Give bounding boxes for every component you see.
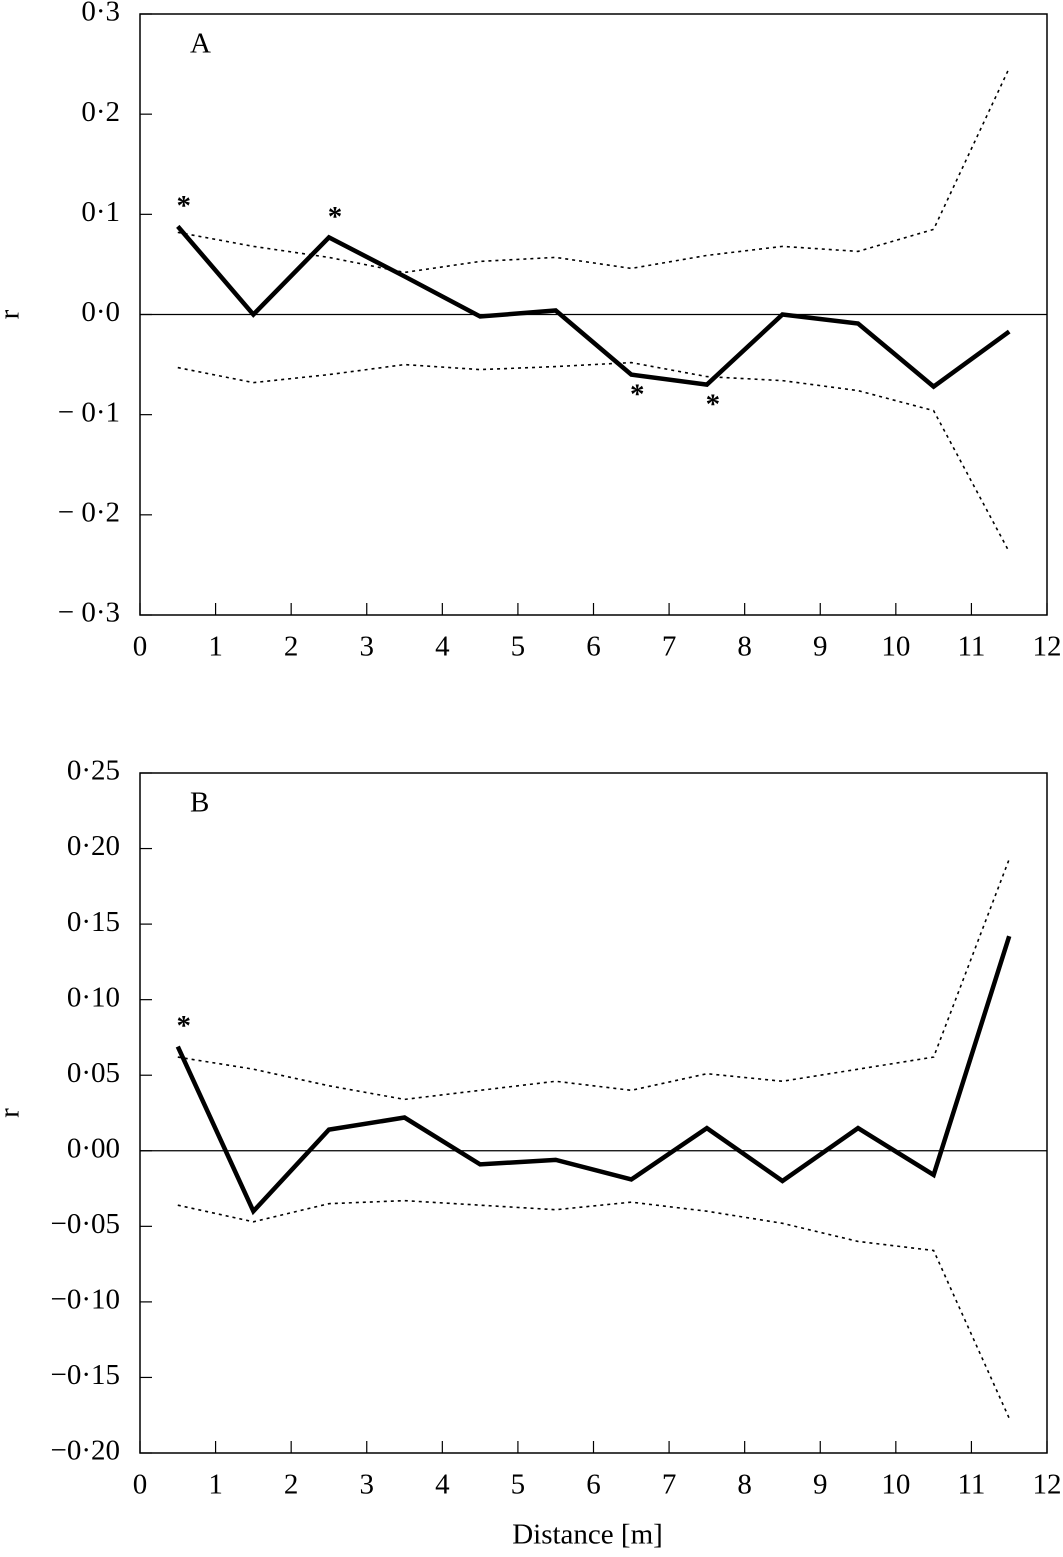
- x-axis-label: Distance [m]: [512, 1519, 663, 1551]
- x-tick-label: 9: [813, 1469, 828, 1501]
- data-line: [175, 935, 1012, 1216]
- panel-label: B: [190, 787, 209, 819]
- envelope-line: [177, 1199, 1010, 1419]
- y-tick-label: 0·05: [67, 1057, 120, 1089]
- y-axis-label: r: [0, 1108, 26, 1118]
- y-tick-label: − 0·2: [58, 496, 120, 528]
- x-tick-label: 2: [284, 631, 299, 663]
- x-tick-label: 12: [1033, 1469, 1062, 1501]
- x-tick-label: 5: [511, 631, 526, 663]
- x-tick-label: 12: [1033, 631, 1062, 663]
- y-tick-label: 0·0: [81, 296, 120, 328]
- x-tick-label: 2: [284, 1469, 299, 1501]
- y-tick-label: −0·05: [50, 1208, 120, 1240]
- x-tick-label: 4: [435, 1469, 450, 1501]
- y-tick-label: −0·20: [50, 1435, 120, 1467]
- x-tick-label: 8: [737, 1469, 752, 1501]
- x-tick-label: 5: [511, 1469, 526, 1501]
- significance-marker: *: [706, 388, 721, 420]
- envelope-line: [177, 67, 1010, 274]
- x-tick-label: 7: [662, 631, 677, 663]
- x-tick-label: 3: [360, 1469, 375, 1501]
- significance-marker: *: [177, 190, 192, 222]
- data-line: [176, 224, 1011, 390]
- y-tick-label: 0·00: [67, 1132, 120, 1164]
- panel-label: A: [190, 28, 211, 60]
- y-tick-label: 0·25: [67, 755, 120, 787]
- x-tick-label: 6: [586, 631, 601, 663]
- x-tick-label: 11: [957, 1469, 985, 1501]
- x-tick-label: 1: [208, 631, 223, 663]
- x-tick-label: 7: [662, 1469, 677, 1501]
- envelope-line: [177, 361, 1010, 553]
- x-tick-label: 0: [133, 631, 148, 663]
- x-tick-label: 3: [360, 631, 375, 663]
- envelope-line: [177, 858, 1010, 1101]
- y-tick-label: 0·15: [67, 906, 120, 938]
- x-tick-label: 10: [881, 631, 910, 663]
- significance-marker: *: [630, 378, 645, 410]
- y-tick-label: − 0·3: [58, 597, 120, 629]
- y-tick-label: 0·10: [67, 981, 120, 1013]
- plot-frame: [139, 772, 1048, 1454]
- x-tick-label: 9: [813, 631, 828, 663]
- significance-marker: *: [177, 1010, 192, 1042]
- x-tick-label: 6: [586, 1469, 601, 1501]
- y-tick-label: −0·10: [50, 1284, 120, 1316]
- significance-marker: *: [328, 201, 343, 233]
- x-tick-label: 11: [957, 631, 985, 663]
- y-tick-label: −0·15: [50, 1359, 120, 1391]
- y-axis-label: r: [0, 309, 26, 319]
- x-tick-label: 0: [133, 1469, 148, 1501]
- y-tick-label: 0·1: [81, 196, 120, 228]
- x-tick-label: 4: [435, 631, 450, 663]
- x-tick-label: 10: [881, 1469, 910, 1501]
- x-tick-label: 1: [208, 1469, 223, 1501]
- x-tick-label: 8: [737, 631, 752, 663]
- y-tick-label: − 0·1: [58, 396, 120, 428]
- y-tick-label: 0·20: [67, 830, 120, 862]
- y-tick-label: 0·3: [81, 0, 120, 28]
- y-tick-label: 0·2: [81, 96, 120, 128]
